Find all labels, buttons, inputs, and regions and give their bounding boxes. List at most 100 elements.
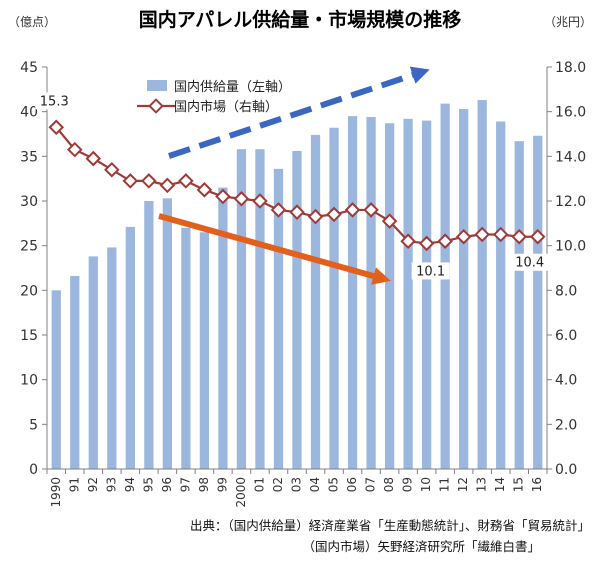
data-label: 10.1 bbox=[416, 264, 445, 279]
supply-bar bbox=[88, 256, 98, 469]
market-point bbox=[141, 173, 157, 189]
market-point bbox=[233, 190, 250, 207]
market-point bbox=[326, 206, 342, 223]
supply-bar bbox=[107, 247, 117, 469]
x-tick-label: 16 bbox=[530, 477, 544, 492]
market-point bbox=[529, 228, 546, 245]
x-tick-label: 93 bbox=[104, 477, 118, 492]
supply-bar bbox=[181, 227, 191, 469]
market-down-arrow bbox=[158, 213, 391, 285]
market-point bbox=[48, 119, 65, 136]
chart-title: 国内アパレル供給量・市場規模の推移 bbox=[139, 8, 462, 31]
trend-arrows bbox=[158, 66, 430, 285]
x-tick-label: 94 bbox=[123, 477, 137, 492]
x-tick-label: 07 bbox=[364, 477, 378, 492]
right-tick-label: 6.0 bbox=[555, 328, 577, 344]
source-line-2: （国内市場）矢野経済研究所「繊維白書」 bbox=[302, 539, 540, 554]
left-tick-label: 40 bbox=[20, 105, 38, 121]
x-tick-label: 11 bbox=[438, 477, 452, 492]
data-label-bg bbox=[35, 92, 74, 110]
left-tick-label: 0 bbox=[29, 462, 38, 478]
supply-bar bbox=[273, 168, 284, 469]
left-tick-label: 5 bbox=[29, 417, 38, 433]
x-tick-label: 10 bbox=[419, 477, 433, 492]
right-tick-label: 4.0 bbox=[555, 373, 577, 389]
legend-swatch-supply bbox=[147, 80, 167, 91]
x-tick-label: 14 bbox=[493, 477, 507, 492]
market-point bbox=[252, 193, 268, 209]
x-tick-label: 15 bbox=[512, 477, 526, 492]
supply-bar bbox=[496, 121, 506, 469]
x-tick-label: 01 bbox=[252, 477, 266, 492]
market-point bbox=[363, 202, 379, 218]
market-point bbox=[400, 233, 416, 249]
left-tick-label: 45 bbox=[20, 60, 38, 76]
legend-label-market: 国内市場（右軸） bbox=[174, 99, 278, 115]
supply-bar bbox=[347, 116, 358, 469]
market-point bbox=[270, 202, 287, 218]
x-tick-label: 04 bbox=[308, 477, 322, 492]
supply-bar bbox=[70, 276, 80, 469]
market-point bbox=[159, 177, 176, 194]
supply-bar bbox=[514, 141, 524, 469]
market-point bbox=[511, 228, 528, 245]
source-line-1: 出典：（国内供給量）経済産業省「生産動態統計」、財務省「貿易統計」 bbox=[190, 518, 590, 533]
right-tick-label: 10.0 bbox=[555, 239, 586, 255]
axes: 0510152025303540450.02.04.06.08.010.012.… bbox=[20, 60, 586, 508]
legend-label-supply: 国内供給量（左軸） bbox=[174, 79, 291, 95]
market-point bbox=[66, 141, 83, 158]
supply-bar bbox=[162, 198, 172, 469]
left-tick-label: 25 bbox=[20, 239, 38, 255]
left-tick-label: 20 bbox=[20, 283, 38, 299]
market-point bbox=[307, 208, 324, 225]
x-tick-label: 1990 bbox=[49, 477, 63, 508]
x-tick-label: 99 bbox=[215, 477, 229, 492]
left-tick-label: 35 bbox=[20, 149, 38, 165]
supply-bar bbox=[292, 150, 302, 469]
market-point bbox=[196, 182, 213, 198]
x-tick-label: 13 bbox=[475, 477, 489, 492]
market-point bbox=[455, 228, 472, 245]
left-tick-label: 30 bbox=[20, 194, 38, 210]
left-tick-label: 15 bbox=[20, 328, 38, 344]
data-label: 10.4 bbox=[515, 256, 544, 271]
market-point bbox=[437, 233, 453, 249]
x-tick-label: 91 bbox=[67, 477, 81, 492]
x-tick-label: 95 bbox=[141, 477, 155, 492]
right-axis-unit: （兆円） bbox=[544, 15, 592, 29]
supply-bar bbox=[384, 123, 395, 469]
x-tick-label: 03 bbox=[290, 477, 304, 492]
market-point bbox=[418, 235, 435, 252]
legend-swatch-market-marker bbox=[148, 98, 164, 114]
market-point bbox=[381, 213, 398, 229]
x-tick-label: 96 bbox=[160, 477, 174, 492]
x-tick-label: 97 bbox=[178, 477, 192, 492]
market-point bbox=[85, 150, 102, 167]
market-point bbox=[104, 161, 120, 178]
market-point bbox=[178, 173, 194, 189]
x-tick-label: 98 bbox=[197, 477, 211, 492]
supply-bar bbox=[199, 232, 210, 469]
market-point bbox=[344, 202, 361, 218]
right-tick-label: 12.0 bbox=[555, 194, 586, 210]
supply-up-arrow bbox=[168, 66, 430, 159]
data-label-bg bbox=[510, 253, 549, 271]
market-point bbox=[492, 226, 509, 243]
left-axis-unit: （億点） bbox=[8, 15, 56, 29]
x-tick-label: 2000 bbox=[234, 477, 248, 508]
right-tick-label: 16.0 bbox=[555, 105, 586, 121]
market-point bbox=[122, 173, 139, 189]
market-point bbox=[289, 204, 305, 220]
supply-bar bbox=[236, 149, 247, 470]
market-point bbox=[474, 226, 490, 243]
data-label: 15.3 bbox=[40, 94, 69, 109]
x-tick-label: 12 bbox=[456, 477, 470, 492]
supply-bar bbox=[144, 201, 154, 469]
supply-bar bbox=[459, 108, 469, 469]
data-labels: 15.3 10.1 10.4 bbox=[35, 92, 549, 280]
supply-bar bbox=[422, 120, 432, 469]
supply-bar bbox=[125, 226, 135, 469]
supply-bar bbox=[477, 100, 487, 469]
x-tick-label: 02 bbox=[271, 477, 285, 492]
